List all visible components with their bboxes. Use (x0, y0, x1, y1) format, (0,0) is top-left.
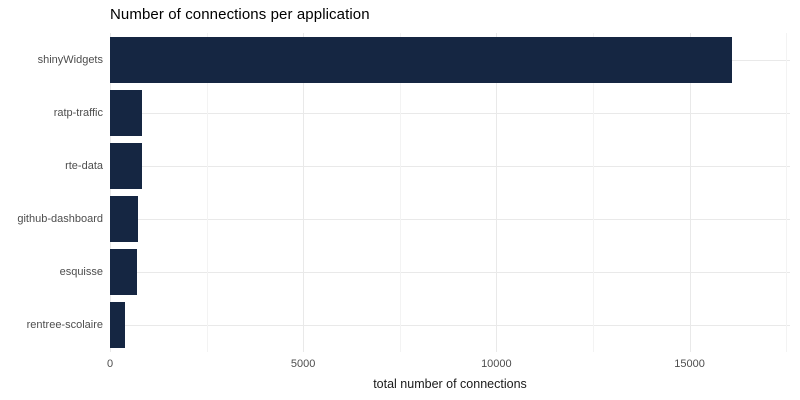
v-gridline-major (110, 33, 111, 352)
x-axis-title: total number of connections (373, 377, 527, 391)
chart-title: Number of connections per application (110, 6, 370, 23)
x-tick-label: 0 (106, 358, 114, 370)
y-category-label: github-dashboard (17, 213, 103, 226)
bar-github-dashboard (110, 196, 139, 243)
h-gridline (110, 325, 790, 327)
x-tick-label: 5000 (290, 358, 316, 370)
bar-rte-data (110, 142, 142, 189)
x-tick-label: 10000 (481, 358, 512, 370)
y-category-label: rte-data (65, 159, 103, 172)
h-gridline (110, 165, 790, 167)
h-gridline (110, 272, 790, 274)
y-category-label: rentree-scolaire (26, 319, 103, 332)
bar-shinyWidgets (110, 36, 733, 83)
v-gridline-major (689, 33, 691, 352)
v-gridline-minor (786, 33, 788, 352)
bar-rentree-scolaire (110, 302, 125, 349)
bar-ratp-traffic (110, 89, 143, 136)
v-gridline-major (496, 33, 498, 352)
y-category-label: shinyWidgets (37, 53, 103, 66)
v-gridline-minor (206, 33, 208, 352)
v-gridline-minor (399, 33, 401, 352)
y-category-label: esquisse (59, 266, 103, 279)
v-gridline-major (303, 33, 305, 352)
y-category-label: ratp-traffic (53, 106, 103, 119)
bar-esquisse (110, 249, 138, 296)
v-gridline-minor (592, 33, 594, 352)
x-tick-label: 15000 (674, 358, 705, 370)
h-gridline (110, 219, 790, 221)
h-gridline (110, 112, 790, 114)
